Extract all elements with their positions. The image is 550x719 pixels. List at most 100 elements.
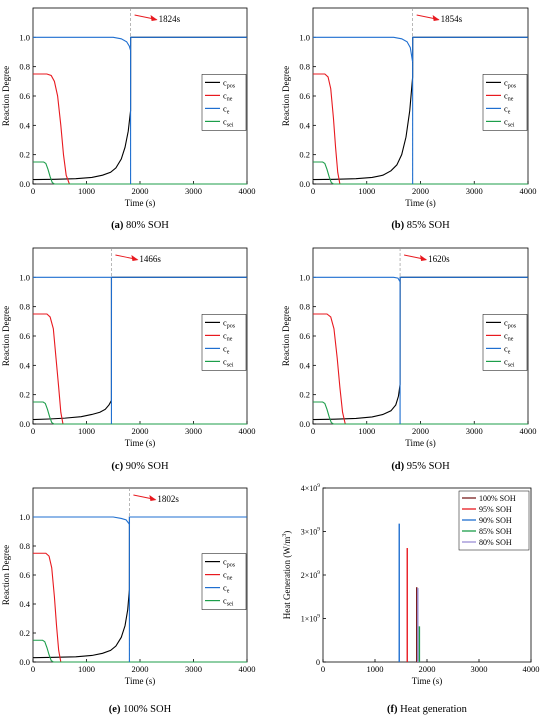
y-tick-label: 0.4 (19, 120, 30, 130)
x-tick-label: 4000 (523, 664, 540, 674)
x-tick-label: 2000 (132, 426, 149, 436)
y-tick-label: 0.0 (19, 419, 30, 429)
chart-panel-e: 0 1000 2000 3000 4000 Time (s) 0.0 0.2 0.4 0.6 0.8… (1, 487, 256, 715)
y-tick-label: 0.6 (19, 331, 30, 341)
series-line-c-ne (313, 313, 528, 425)
x-tick-label: 2000 (412, 186, 429, 196)
chart-panel-b: 0 1000 2000 3000 4000 Time (s) 0.0 0.2 0.4 0.6 0.8… (281, 7, 537, 231)
y-tick-label: 0.4 (299, 120, 310, 130)
x-tick-label: 4000 (520, 186, 537, 196)
x-tick-label: 1000 (367, 664, 384, 674)
legend-entry: csei (223, 116, 234, 128)
legend-entry: csei (223, 356, 234, 368)
x-tick-label: 3000 (466, 186, 483, 196)
x-tick-label: 2000 (419, 664, 436, 674)
y-tick-label: 0.2 (19, 628, 30, 638)
y-tick-label: 0.6 (19, 91, 30, 101)
panel-caption: (e) 100% SOH (109, 704, 172, 715)
series-line-c-ne (33, 552, 247, 663)
annotation-arrowhead (420, 255, 428, 261)
x-tick-label: 3000 (185, 186, 202, 196)
x-tick-label: 2000 (132, 186, 149, 196)
annotation-label: 1802s (157, 494, 179, 504)
x-tick-label: 0 (311, 426, 315, 436)
legend-entry: cne (223, 330, 233, 342)
y-tick-label: 0.4 (19, 599, 30, 609)
x-tick-label: 0 (31, 186, 35, 196)
y-tick-label: 0.2 (299, 150, 310, 160)
y-tick-label: 0.8 (19, 62, 30, 72)
x-axis-label: Time (s) (405, 198, 435, 208)
y-tick-label: 0.8 (19, 302, 30, 312)
y-axis-label: Reaction Degree (1, 66, 11, 126)
y-tick-label: 0.8 (19, 541, 30, 551)
legend-entry: ce (223, 343, 230, 355)
y-tick-label: 0.8 (299, 302, 310, 312)
legend-entry: cpos (223, 317, 236, 329)
y-tick-label: 0.8 (299, 62, 310, 72)
legend-entry: 90% SOH (479, 516, 512, 525)
series-line-c-ne (313, 73, 528, 185)
legend-entry: ce (223, 583, 230, 595)
legend-entry: 100% SOH (479, 494, 516, 503)
y-axis-label: Heat Generation (W/m3) (282, 531, 292, 619)
series-line-c-sei (313, 401, 528, 425)
panel-caption: (b) 85% SOH (391, 220, 450, 231)
y-tick-label: 3×109 (301, 527, 321, 537)
legend-entry: cne (504, 330, 514, 342)
x-axis-label: Time (s) (412, 676, 442, 686)
annotation-label: 1620s (428, 254, 450, 264)
series-line-c-e (313, 36, 528, 63)
y-tick-label: 1.0 (299, 32, 310, 42)
legend-entry: 95% SOH (479, 505, 512, 514)
x-tick-label: 4000 (239, 664, 256, 674)
legend-entry: ce (504, 343, 511, 355)
x-axis-label: Time (s) (125, 676, 155, 686)
legend-entry: 80% SOH (479, 538, 512, 547)
series-line-c-sei (33, 401, 247, 425)
x-tick-label: 2000 (132, 664, 149, 674)
x-tick-label: 4000 (239, 186, 256, 196)
y-tick-label: 4×109 (301, 483, 321, 493)
y-tick-label: 0.2 (299, 390, 310, 400)
annotation-arrowhead (150, 15, 158, 21)
x-tick-label: 3000 (466, 426, 483, 436)
legend-entry: csei (223, 596, 234, 608)
y-tick-label: 0.2 (19, 390, 30, 400)
y-tick-label: 0.0 (19, 179, 30, 189)
x-tick-label: 1000 (78, 426, 95, 436)
series-line-c-e (33, 36, 247, 51)
panel-caption: (c) 90% SOH (111, 461, 169, 472)
annotation-arrowhead (131, 255, 139, 261)
series-line-c-e (33, 516, 247, 526)
annotation-label: 1854s (441, 14, 463, 24)
y-tick-label: 0 (316, 658, 320, 667)
annotation-arrowhead (432, 15, 440, 21)
y-axis-label: Reaction Degree (281, 66, 291, 126)
x-tick-label: 0 (31, 426, 35, 436)
x-tick-label: 0 (31, 664, 35, 674)
y-tick-label: 0.6 (299, 91, 310, 101)
x-tick-label: 3000 (471, 664, 488, 674)
legend-entry: ce (504, 103, 511, 115)
chart-panel-d: 0 1000 2000 3000 4000 Time (s) 0.0 0.2 0.4 0.6 0.8… (281, 247, 537, 472)
x-tick-label: 1000 (358, 186, 375, 196)
chart-panel-f: 0 1000 2000 3000 4000 Time (s) 0 1×109 2×109 3×10… (282, 483, 540, 715)
x-tick-label: 3000 (185, 664, 202, 674)
y-tick-label: 0.0 (19, 657, 30, 667)
annotation-label: 1466s (139, 254, 161, 264)
y-axis-label: Reaction Degree (1, 545, 11, 605)
legend-entry: ce (223, 103, 230, 115)
series-line-c-sei (33, 639, 247, 663)
y-tick-label: 0.6 (299, 331, 310, 341)
legend-entry: cpos (223, 77, 236, 89)
panel-caption: (d) 95% SOH (391, 461, 450, 472)
series-line-c-e (313, 276, 528, 284)
panel-caption: (f) Heat generation (387, 704, 468, 715)
y-tick-label: 0.4 (19, 360, 30, 370)
legend-entry: cpos (504, 77, 517, 89)
legend-entry: csei (504, 116, 515, 128)
legend-entry: cpos (223, 557, 236, 569)
series-line-c-ne (33, 73, 247, 185)
